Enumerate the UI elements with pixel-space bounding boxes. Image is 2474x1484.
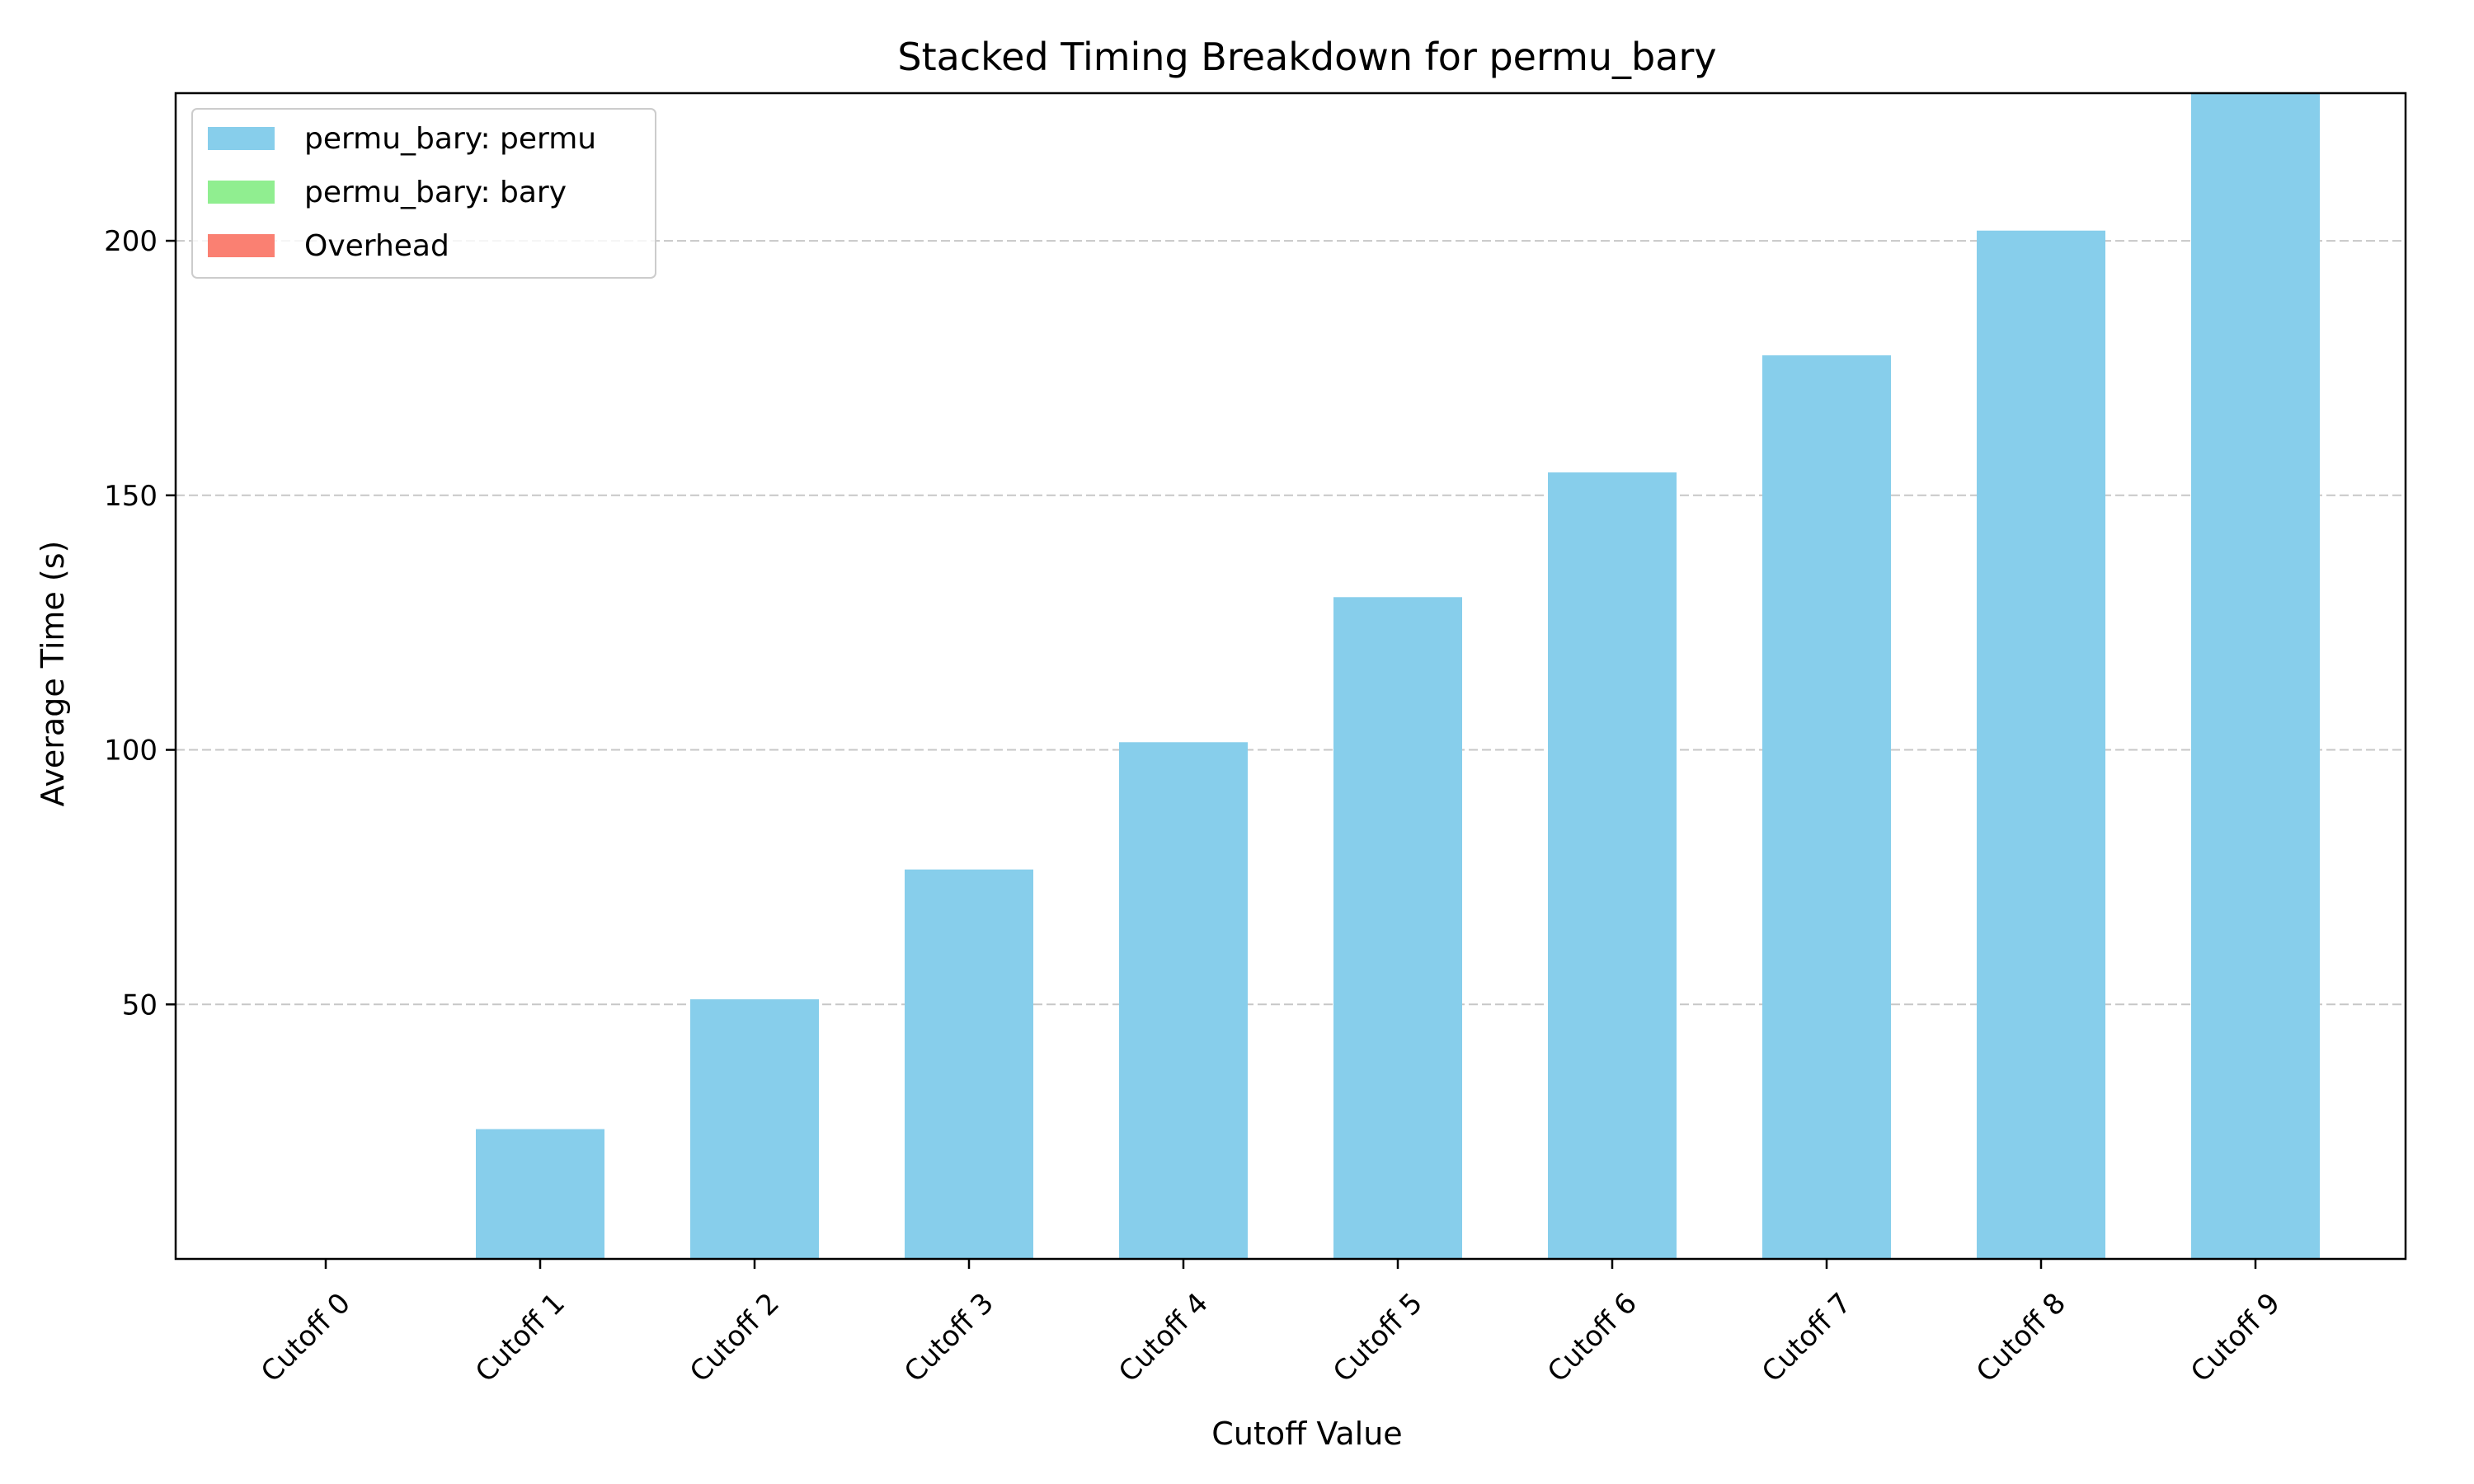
bar-segment bbox=[905, 869, 1033, 1259]
x-tick-label: Cutoff 3 bbox=[898, 1287, 1000, 1389]
bar-segment bbox=[1762, 355, 1891, 1260]
bars bbox=[476, 93, 2320, 1260]
x-tick-label: Cutoff 7 bbox=[1756, 1287, 1858, 1389]
bar-segment bbox=[476, 1129, 604, 1259]
bar-segment bbox=[1333, 597, 1462, 1259]
legend: permu_bary: permu permu_bary: bary Overhea… bbox=[191, 108, 656, 279]
legend-swatch bbox=[208, 234, 275, 257]
legend-box bbox=[191, 108, 656, 279]
bar-segment bbox=[1548, 472, 1677, 1259]
legend-label: Overhead bbox=[304, 229, 449, 263]
legend-swatch bbox=[208, 127, 275, 150]
y-tick-label: 150 bbox=[104, 480, 158, 513]
legend-label: permu_bary: permu bbox=[304, 122, 596, 156]
x-tick-label: Cutoff 9 bbox=[2185, 1287, 2287, 1389]
x-tick-label: Cutoff 5 bbox=[1327, 1287, 1429, 1389]
bar-segment bbox=[1119, 742, 1248, 1259]
x-tick-label: Cutoff 2 bbox=[684, 1287, 786, 1389]
x-tick-label: Cutoff 8 bbox=[1970, 1287, 2072, 1389]
y-tick-label: 100 bbox=[104, 735, 158, 768]
plot-frame bbox=[174, 92, 2407, 1261]
legend-label: permu_bary: bary bbox=[304, 176, 567, 209]
x-tick-label: Cutoff 0 bbox=[255, 1287, 357, 1389]
x-axis-label: Cutoff Value bbox=[1211, 1416, 1402, 1452]
chart-title: Stacked Timing Breakdown for permu_bary bbox=[897, 35, 1716, 79]
y-tick-label: 50 bbox=[122, 989, 158, 1021]
x-tick-label: Cutoff 6 bbox=[1541, 1287, 1644, 1389]
legend-swatch bbox=[208, 181, 275, 204]
bar-segment bbox=[1977, 230, 2105, 1259]
y-tick-label: 200 bbox=[104, 225, 158, 258]
y-axis-label: Average Time (s) bbox=[35, 541, 71, 807]
x-tick-label: Cutoff 4 bbox=[1112, 1287, 1215, 1389]
bar-segment bbox=[2191, 93, 2320, 1259]
bar-segment bbox=[690, 999, 819, 1259]
x-tick-label: Cutoff 1 bbox=[469, 1287, 571, 1389]
